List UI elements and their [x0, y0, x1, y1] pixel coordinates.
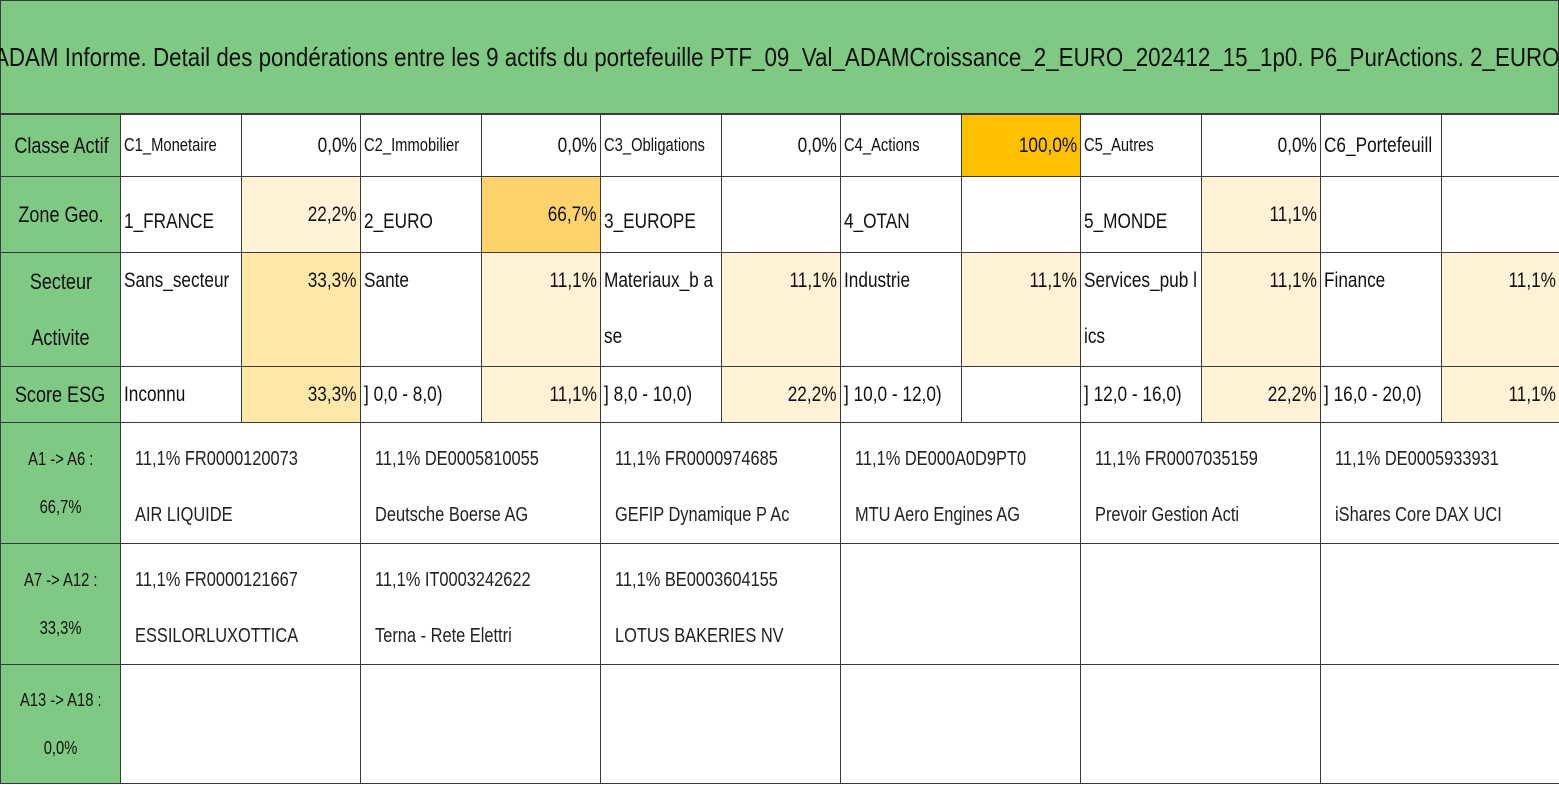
zone-5-value: 11,1%: [1201, 176, 1321, 253]
asset-group-row: A7 -> A12 :33,3% 11,1% FR0000121667 ESSIL…: [0, 543, 1559, 665]
esg-3-label: ] 8,0 - 10,0): [600, 366, 722, 423]
secteur-5-label: Services_pub lics: [1080, 252, 1202, 367]
asset-group-header: A1 -> A6 :66,7%: [0, 422, 121, 544]
classe-c4-value: 100,0%: [961, 114, 1081, 177]
zone-geo-row: Zone Geo. 1_FRANCE 22,2% 2_EURO 66,7% 3_…: [0, 176, 1559, 253]
classe-actif-header: Classe Actif: [0, 114, 121, 177]
secteur-5-value: 11,1%: [1201, 252, 1321, 367]
esg-4-value: [961, 366, 1081, 423]
zone-2-value: 66,7%: [481, 176, 601, 253]
secteur-1-label: Sans_secteur: [120, 252, 242, 367]
asset-cell: 11,1% IT0003242622 Terna - Rete Elettri: [360, 543, 601, 665]
secteur-4-label: Industrie: [840, 252, 962, 367]
secteur-activite-row: Secteur Activite Sans_secteur 33,3% Sante…: [0, 252, 1559, 367]
asset-cell: [840, 664, 1081, 784]
esg-5-label: ] 12,0 - 16,0): [1080, 366, 1202, 423]
zone-3-value: [721, 176, 841, 253]
classe-c2-label: C2_Immobilier: [360, 114, 482, 177]
zone-5-label: 5_MONDE: [1080, 176, 1202, 253]
classe-c5-value: 0,0%: [1201, 114, 1321, 177]
classe-c6-value: [1441, 114, 1559, 177]
asset-cell: [1080, 543, 1321, 665]
classe-c2-value: 0,0%: [481, 114, 601, 177]
secteur-2-value: 11,1%: [481, 252, 601, 367]
weights-table: Classe Actif C1_Monetaire 0,0% C2_Immobi…: [0, 114, 1559, 784]
zone-1-value: 22,2%: [241, 176, 361, 253]
esg-4-label: ] 10,0 - 12,0): [840, 366, 962, 423]
report-title-text: ADAM Informe. Detail des pondérations en…: [0, 41, 1559, 72]
asset-cell: [1320, 543, 1559, 665]
esg-3-value: 22,2%: [721, 366, 841, 423]
esg-2-label: ] 0,0 - 8,0): [360, 366, 482, 423]
zone-4-value: [961, 176, 1081, 253]
asset-group-row: A1 -> A6 :66,7% 11,1% FR0000120073 AIR LI…: [0, 422, 1559, 544]
score-esg-header: Score ESG: [0, 366, 121, 423]
asset-cell: 11,1% DE000A0D9PT0 MTU Aero Engines AG: [840, 422, 1081, 544]
zone-6-label: [1320, 176, 1442, 253]
secteur-3-value: 11,1%: [721, 252, 841, 367]
esg-1-label: Inconnu: [120, 366, 242, 423]
asset-cell: [360, 664, 601, 784]
secteur-4-value: 11,1%: [961, 252, 1081, 367]
asset-cell: [120, 664, 361, 784]
secteur-6-value: 11,1%: [1441, 252, 1559, 367]
zone-6-value: [1441, 176, 1559, 253]
esg-2-value: 11,1%: [481, 366, 601, 423]
classe-c6-label: C6_Portefeuill: [1320, 114, 1442, 177]
asset-cell: [840, 543, 1081, 665]
asset-group-header: A7 -> A12 :33,3%: [0, 543, 121, 665]
asset-cell: 11,1% FR0007035159 Prevoir Gestion Acti: [1080, 422, 1321, 544]
secteur-1-value: 33,3%: [241, 252, 361, 367]
asset-cell: [1320, 664, 1559, 784]
secteur-6-label: Finance: [1320, 252, 1442, 367]
score-esg-row: Score ESG Inconnu 33,3% ] 0,0 - 8,0) 11,…: [0, 366, 1559, 423]
zone-1-label: 1_FRANCE: [120, 176, 242, 253]
esg-6-label: ] 16,0 - 20,0): [1320, 366, 1442, 423]
classe-c3-value: 0,0%: [721, 114, 841, 177]
asset-group-header: A13 -> A18 :0,0%: [0, 664, 121, 784]
asset-cell: 11,1% FR0000974685 GEFIP Dynamique P Ac: [600, 422, 841, 544]
classe-c5-label: C5_Autres: [1080, 114, 1202, 177]
asset-cell: 11,1% BE0003604155 LOTUS BAKERIES NV: [600, 543, 841, 665]
asset-cell: 11,1% FR0000120073 AIR LIQUIDE: [120, 422, 361, 544]
esg-5-value: 22,2%: [1201, 366, 1321, 423]
classe-c4-label: C4_Actions: [840, 114, 962, 177]
asset-cell: [1080, 664, 1321, 784]
zone-3-label: 3_EUROPE: [600, 176, 722, 253]
asset-cell: 11,1% DE0005933931 iShares Core DAX UCI: [1320, 422, 1559, 544]
esg-6-value: 11,1%: [1441, 366, 1559, 423]
zone-4-label: 4_OTAN: [840, 176, 962, 253]
classe-c1-label: C1_Monetaire: [120, 114, 242, 177]
zone-geo-header: Zone Geo.: [0, 176, 121, 253]
asset-cell: [600, 664, 841, 784]
classe-c1-value: 0,0%: [241, 114, 361, 177]
asset-cell: 11,1% DE0005810055 Deutsche Boerse AG: [360, 422, 601, 544]
secteur-activite-header: Secteur Activite: [0, 252, 121, 367]
classe-actif-row: Classe Actif C1_Monetaire 0,0% C2_Immobi…: [0, 114, 1559, 177]
zone-2-label: 2_EURO: [360, 176, 482, 253]
secteur-3-label: Materiaux_b ase: [600, 252, 722, 367]
asset-group-row: A13 -> A18 :0,0%: [0, 664, 1559, 784]
classe-c3-label: C3_Obligations: [600, 114, 722, 177]
asset-cell: 11,1% FR0000121667 ESSILORLUXOTTICA: [120, 543, 361, 665]
secteur-2-label: Sante: [360, 252, 482, 367]
esg-1-value: 33,3%: [241, 366, 361, 423]
report-title: ADAM Informe. Detail des pondérations en…: [0, 0, 1559, 114]
